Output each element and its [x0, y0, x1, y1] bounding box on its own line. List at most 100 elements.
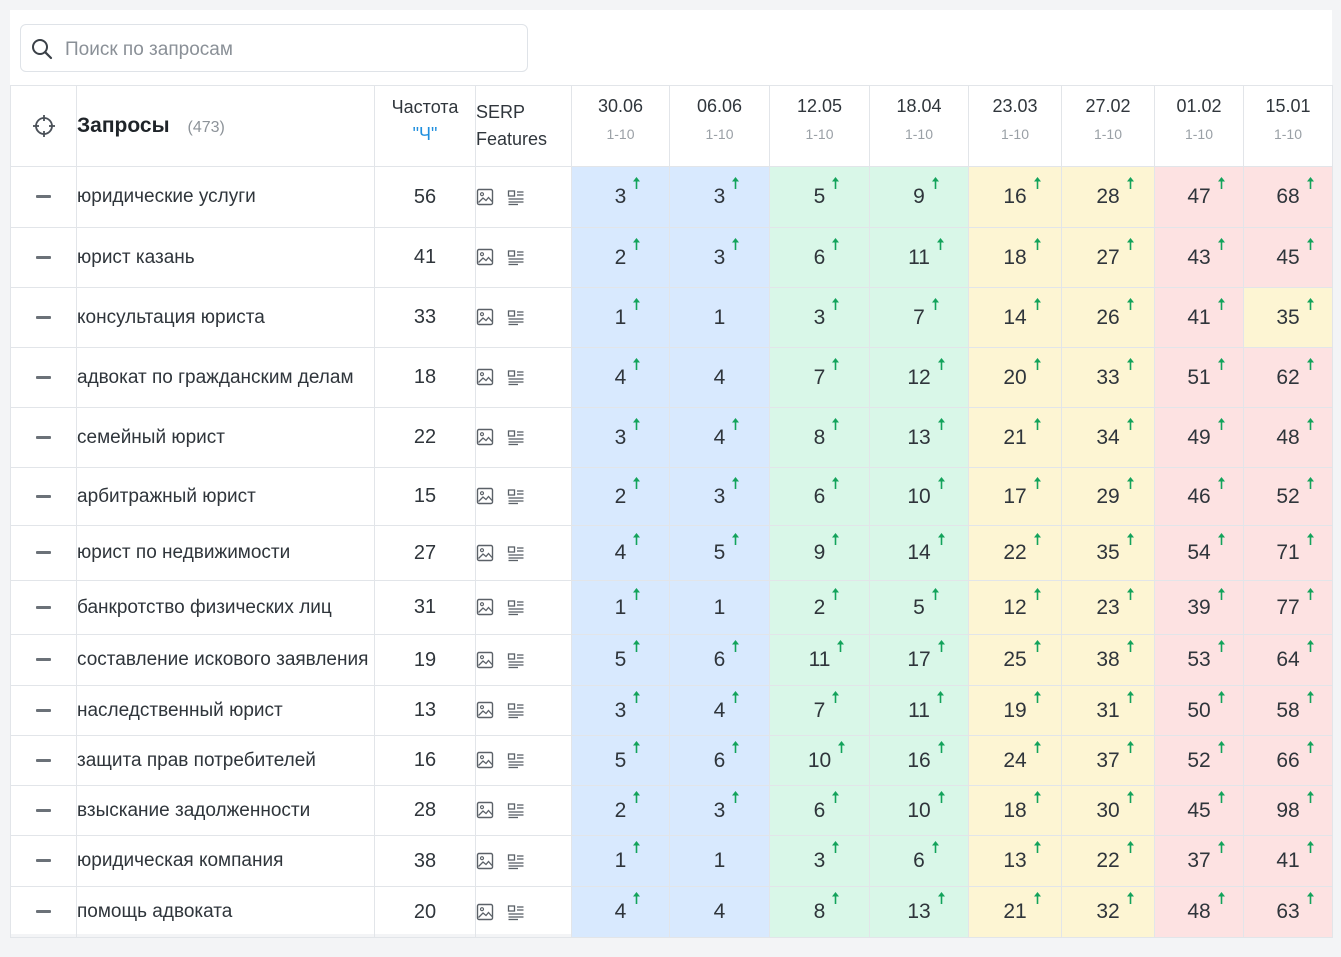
position-cell[interactable]: 6 [769, 227, 870, 288]
row-toggle-cell[interactable] [10, 287, 77, 348]
header-date[interactable]: 18.04 1-10 [869, 85, 969, 167]
row-toggle-cell[interactable] [10, 634, 77, 686]
position-cell[interactable]: 37 [1061, 735, 1155, 786]
position-cell[interactable]: 23 [1061, 580, 1155, 635]
table-row[interactable]: наследственный юрист 13 3 4 7 11 19 31 50 58 [10, 685, 1333, 736]
header-date[interactable]: 23.03 1-10 [968, 85, 1062, 167]
row-toggle-cell[interactable] [10, 467, 77, 526]
minus-icon[interactable] [36, 494, 51, 498]
position-cell[interactable]: 1 [571, 835, 670, 887]
position-cell[interactable]: 13 [968, 835, 1062, 887]
position-cell[interactable]: 50 [1154, 685, 1244, 736]
position-cell[interactable]: 45 [1243, 227, 1333, 288]
image-icon[interactable] [476, 308, 494, 326]
featured-snippet-icon[interactable] [507, 428, 525, 446]
position-cell[interactable]: 1 [669, 835, 770, 887]
position-cell[interactable]: 26 [1061, 287, 1155, 348]
row-toggle-cell[interactable] [10, 347, 77, 408]
position-cell[interactable]: 5 [571, 735, 670, 786]
image-icon[interactable] [476, 701, 494, 719]
row-toggle-cell[interactable] [10, 166, 77, 228]
position-cell[interactable]: 71 [1243, 525, 1333, 581]
position-cell[interactable]: 1 [571, 287, 670, 348]
position-cell[interactable]: 25 [968, 634, 1062, 686]
position-cell[interactable]: 14 [869, 525, 969, 581]
position-cell[interactable]: 1 [669, 580, 770, 635]
table-row[interactable]: защита прав потребителей 16 5 6 10 16 24 37 52 66 [10, 735, 1333, 786]
position-cell[interactable]: 21 [968, 886, 1062, 938]
position-cell[interactable]: 66 [1243, 735, 1333, 786]
query-text[interactable]: наследственный юрист [76, 685, 375, 736]
position-cell[interactable]: 54 [1154, 525, 1244, 581]
row-toggle-cell[interactable] [10, 886, 77, 938]
position-cell[interactable]: 31 [1061, 685, 1155, 736]
minus-icon[interactable] [36, 255, 51, 259]
table-row[interactable]: взыскание задолженности 28 2 3 6 10 18 30 45 98 [10, 785, 1333, 836]
featured-snippet-icon[interactable] [507, 801, 525, 819]
position-cell[interactable]: 77 [1243, 580, 1333, 635]
minus-icon[interactable] [36, 808, 51, 812]
minus-icon[interactable] [36, 758, 51, 762]
position-cell[interactable]: 4 [669, 347, 770, 408]
position-cell[interactable]: 41 [1154, 287, 1244, 348]
position-cell[interactable]: 27 [1061, 227, 1155, 288]
position-cell[interactable]: 48 [1243, 407, 1333, 468]
position-cell[interactable]: 35 [1243, 287, 1333, 348]
query-text[interactable]: юрист по недвижимости [76, 525, 375, 581]
position-cell[interactable]: 14 [968, 287, 1062, 348]
table-row[interactable]: составление искового заявления 19 5 6 11 17 25… [10, 634, 1333, 686]
position-cell[interactable]: 3 [571, 407, 670, 468]
position-cell[interactable]: 2 [571, 227, 670, 288]
image-icon[interactable] [476, 852, 494, 870]
position-cell[interactable]: 4 [571, 525, 670, 581]
position-cell[interactable]: 11 [869, 685, 969, 736]
position-cell[interactable]: 52 [1243, 467, 1333, 526]
position-cell[interactable]: 2 [769, 580, 870, 635]
position-cell[interactable]: 4 [669, 407, 770, 468]
header-frequency[interactable]: Частота "Ч" [374, 85, 476, 167]
header-date[interactable]: 27.02 1-10 [1061, 85, 1155, 167]
position-cell[interactable]: 39 [1154, 580, 1244, 635]
header-date[interactable]: 15.01 1-10 [1243, 85, 1333, 167]
position-cell[interactable]: 4 [571, 886, 670, 938]
featured-snippet-icon[interactable] [507, 598, 525, 616]
position-cell[interactable]: 34 [1061, 407, 1155, 468]
position-cell[interactable]: 2 [571, 467, 670, 526]
frequency-type-link[interactable]: "Ч" [412, 124, 438, 144]
position-cell[interactable]: 63 [1243, 886, 1333, 938]
position-cell[interactable]: 4 [669, 886, 770, 938]
position-cell[interactable]: 47 [1154, 166, 1244, 228]
query-text[interactable]: юрист казань [76, 227, 375, 288]
minus-icon[interactable] [36, 859, 51, 863]
position-cell[interactable]: 48 [1154, 886, 1244, 938]
position-cell[interactable]: 3 [669, 467, 770, 526]
table-row[interactable]: юридические услуги 56 3 3 5 9 16 28 47 68 [10, 166, 1333, 228]
position-cell[interactable]: 62 [1243, 347, 1333, 408]
search-box[interactable] [20, 24, 528, 72]
featured-snippet-icon[interactable] [507, 852, 525, 870]
position-cell[interactable]: 7 [769, 685, 870, 736]
query-text[interactable]: защита прав потребителей [76, 735, 375, 786]
minus-icon[interactable] [36, 910, 51, 914]
position-cell[interactable]: 33 [1061, 347, 1155, 408]
position-cell[interactable]: 5 [869, 580, 969, 635]
featured-snippet-icon[interactable] [507, 701, 525, 719]
position-cell[interactable]: 1 [669, 287, 770, 348]
row-toggle-cell[interactable] [10, 835, 77, 887]
position-cell[interactable]: 18 [968, 227, 1062, 288]
position-cell[interactable]: 58 [1243, 685, 1333, 736]
query-text[interactable]: арбитражный юрист [76, 467, 375, 526]
position-cell[interactable]: 49 [1154, 407, 1244, 468]
image-icon[interactable] [476, 368, 494, 386]
crosshair-icon[interactable] [32, 114, 56, 138]
position-cell[interactable]: 32 [1061, 886, 1155, 938]
header-queries[interactable]: Запросы (473) [76, 85, 375, 167]
position-cell[interactable]: 6 [869, 835, 969, 887]
row-toggle-cell[interactable] [10, 525, 77, 581]
row-toggle-cell[interactable] [10, 580, 77, 635]
query-text[interactable]: юридическая компания [76, 835, 375, 887]
row-toggle-cell[interactable] [10, 407, 77, 468]
search-input[interactable] [63, 33, 507, 67]
position-cell[interactable]: 13 [869, 407, 969, 468]
position-cell[interactable]: 3 [571, 166, 670, 228]
